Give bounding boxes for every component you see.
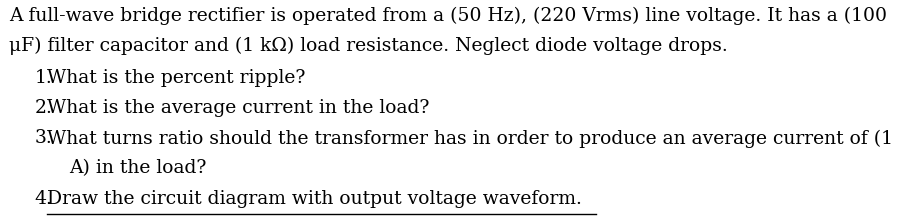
Text: 3.: 3. bbox=[35, 129, 53, 147]
Text: A) in the load?: A) in the load? bbox=[69, 159, 206, 178]
Text: Draw the circuit diagram with output voltage waveform.: Draw the circuit diagram with output vol… bbox=[47, 190, 582, 208]
Text: 4.: 4. bbox=[35, 190, 53, 208]
Text: What is the average current in the load?: What is the average current in the load? bbox=[47, 99, 429, 117]
Text: What turns ratio should the transformer has in order to produce an average curre: What turns ratio should the transformer … bbox=[47, 129, 893, 148]
Text: 1.: 1. bbox=[35, 69, 53, 87]
Text: 2.: 2. bbox=[35, 99, 53, 117]
Text: μF) filter capacitor and (1 kΩ) load resistance. Neglect diode voltage drops.: μF) filter capacitor and (1 kΩ) load res… bbox=[9, 37, 728, 55]
Text: A full-wave bridge rectifier is operated from a (50 Hz), (220 Vrms) line voltage: A full-wave bridge rectifier is operated… bbox=[9, 7, 886, 25]
Text: What is the percent ripple?: What is the percent ripple? bbox=[47, 69, 305, 87]
